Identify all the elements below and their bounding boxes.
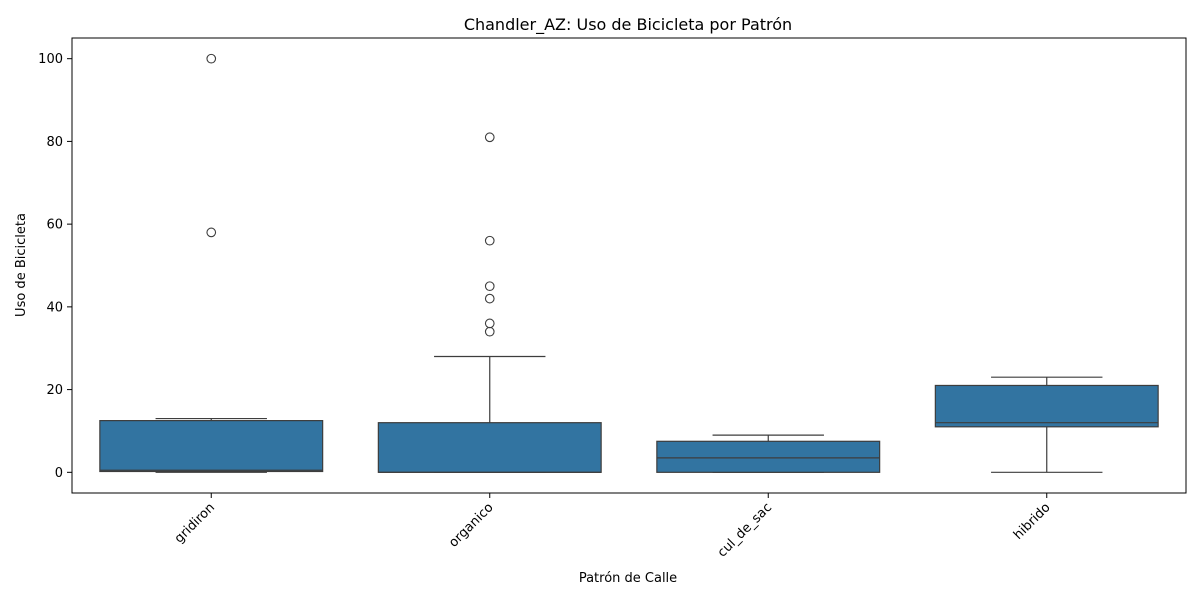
y-tick-label: 20	[46, 383, 63, 398]
outlier-point	[484, 235, 495, 246]
box-iqr	[99, 420, 324, 473]
outlier-point	[484, 293, 495, 304]
y-tick-label: 100	[38, 52, 63, 67]
x-tick-label: gridiron	[172, 500, 218, 546]
y-tick-label: 0	[55, 466, 63, 481]
box-iqr	[377, 422, 602, 473]
y-axis-label: Uso de Bicicleta	[14, 213, 29, 317]
plot-frame	[71, 37, 1187, 494]
box-hibrido	[934, 376, 1159, 473]
y-tick-label: 40	[46, 300, 63, 315]
x-axis: gridiron organico cul_de_sac hibrido	[172, 493, 1054, 560]
outlier-point	[484, 326, 495, 337]
box-gridiron	[99, 53, 324, 473]
x-tick-label: cul_de_sac	[715, 500, 775, 560]
outlier-point	[206, 227, 217, 238]
box-series	[99, 53, 1159, 473]
outlier-point	[484, 318, 495, 329]
y-tick-label: 80	[46, 135, 63, 150]
box-iqr	[934, 384, 1159, 428]
x-tick-label: organico	[446, 500, 496, 550]
x-tick-label: hibrido	[1011, 500, 1054, 543]
y-tick-label: 60	[46, 218, 63, 233]
outlier-point	[206, 53, 217, 64]
box-iqr	[656, 440, 881, 473]
x-axis-label: Patrón de Calle	[579, 571, 677, 586]
outlier-point	[484, 132, 495, 143]
chart-title: Chandler_AZ: Uso de Bicicleta por Patrón	[464, 15, 792, 35]
outlier-point	[484, 281, 495, 292]
box-organico	[377, 132, 602, 473]
y-axis: 0 20 40 60 80 100	[38, 52, 72, 481]
box-cul_de_sac	[656, 434, 881, 473]
